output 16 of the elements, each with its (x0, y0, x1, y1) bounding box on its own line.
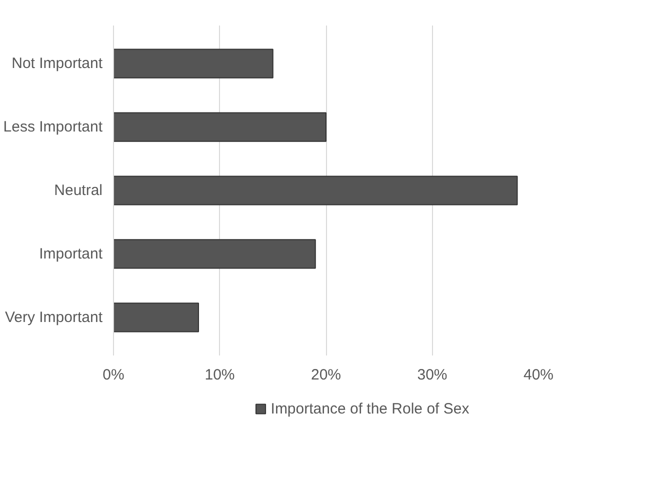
bar (114, 112, 326, 142)
y-tick-label: Not Important (12, 55, 104, 72)
bar (114, 48, 274, 78)
x-tick-label: 0% (102, 366, 124, 384)
y-tick-label: Very Important (4, 308, 104, 326)
y-tick-label: Less Important (3, 118, 104, 136)
bar (114, 239, 316, 269)
y-tick-label: Neutral (54, 182, 103, 199)
bar (114, 176, 518, 206)
x-tick-label: 10% (204, 366, 235, 384)
x-tick-label: 30% (417, 366, 448, 384)
y-tick-label: Important (39, 245, 104, 262)
legend-label: Importance of the Role of Sex (270, 400, 470, 417)
bar (114, 302, 199, 332)
x-tick-label: 40% (523, 366, 554, 384)
x-tick-label: 20% (310, 366, 342, 384)
